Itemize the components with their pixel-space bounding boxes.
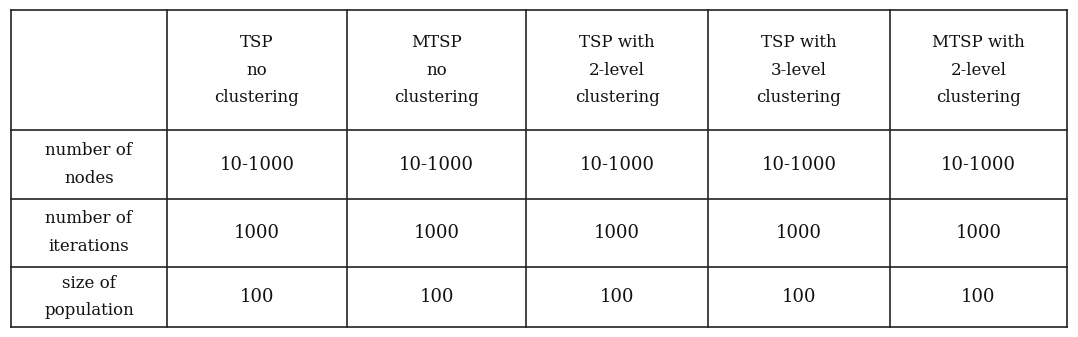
- Text: TSP
no
clustering: TSP no clustering: [215, 34, 300, 106]
- Text: TSP with
3-level
clustering: TSP with 3-level clustering: [757, 34, 841, 106]
- Text: 10-1000: 10-1000: [761, 156, 837, 174]
- Text: MTSP
no
clustering: MTSP no clustering: [395, 34, 479, 106]
- Text: 10-1000: 10-1000: [580, 156, 654, 174]
- Text: 10-1000: 10-1000: [941, 156, 1015, 174]
- Text: MTSP with
2-level
clustering: MTSP with 2-level clustering: [932, 34, 1025, 106]
- Text: 1000: 1000: [234, 224, 280, 242]
- Text: 1000: 1000: [594, 224, 640, 242]
- Text: 10-1000: 10-1000: [399, 156, 474, 174]
- Text: 100: 100: [962, 288, 996, 306]
- Text: 100: 100: [239, 288, 274, 306]
- Text: 1000: 1000: [955, 224, 1001, 242]
- Text: 100: 100: [782, 288, 816, 306]
- Text: number of
nodes: number of nodes: [45, 142, 133, 187]
- Text: number of
iterations: number of iterations: [45, 210, 133, 255]
- Text: 10-1000: 10-1000: [220, 156, 294, 174]
- Text: TSP with
2-level
clustering: TSP with 2-level clustering: [575, 34, 660, 106]
- Text: 1000: 1000: [414, 224, 459, 242]
- Text: 100: 100: [419, 288, 454, 306]
- Text: 1000: 1000: [776, 224, 821, 242]
- Text: size of
population: size of population: [44, 275, 134, 319]
- Text: 100: 100: [600, 288, 635, 306]
